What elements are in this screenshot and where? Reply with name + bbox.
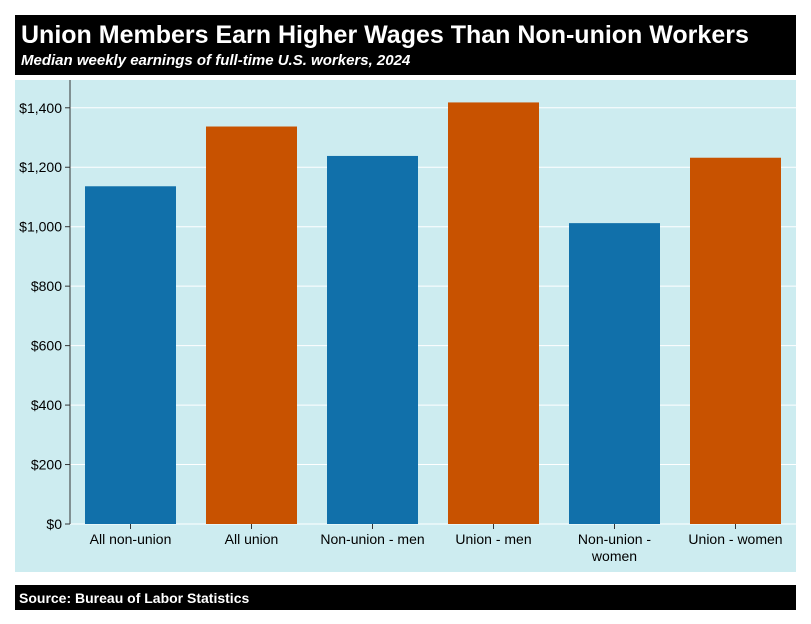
chart-header: Union Members Earn Higher Wages Than Non… [15,15,796,75]
y-tick-label: $1,400 [19,100,62,116]
bar [85,186,176,524]
bar [206,126,297,524]
y-tick-label: $200 [31,457,62,473]
chart-subtitle: Median weekly earnings of full-time U.S.… [21,52,411,69]
chart-footer: Source: Bureau of Labor Statistics [15,585,796,610]
y-tick-label: $400 [31,397,62,413]
y-tick-label: $800 [31,278,62,294]
bar [448,102,539,524]
x-tick-label: women [591,548,637,564]
x-tick-label: All non-union [90,531,172,547]
bar [327,155,418,524]
source-note: Source: Bureau of Labor Statistics [19,590,250,606]
y-tick-label: $600 [31,338,62,354]
y-tick-label: $1,200 [19,159,62,175]
x-tick-label: Non-union - men [320,531,424,547]
x-tick-label: Union - men [455,531,531,547]
x-tick-label: All union [225,531,279,547]
y-tick-label: $0 [46,516,62,532]
bar [690,157,781,524]
chart-title: Union Members Earn Higher Wages Than Non… [21,21,749,49]
bar [569,223,660,524]
y-tick-label: $1,000 [19,219,62,235]
x-tick-label: Non-union - [578,531,651,547]
x-tick-label: Union - women [688,531,782,547]
